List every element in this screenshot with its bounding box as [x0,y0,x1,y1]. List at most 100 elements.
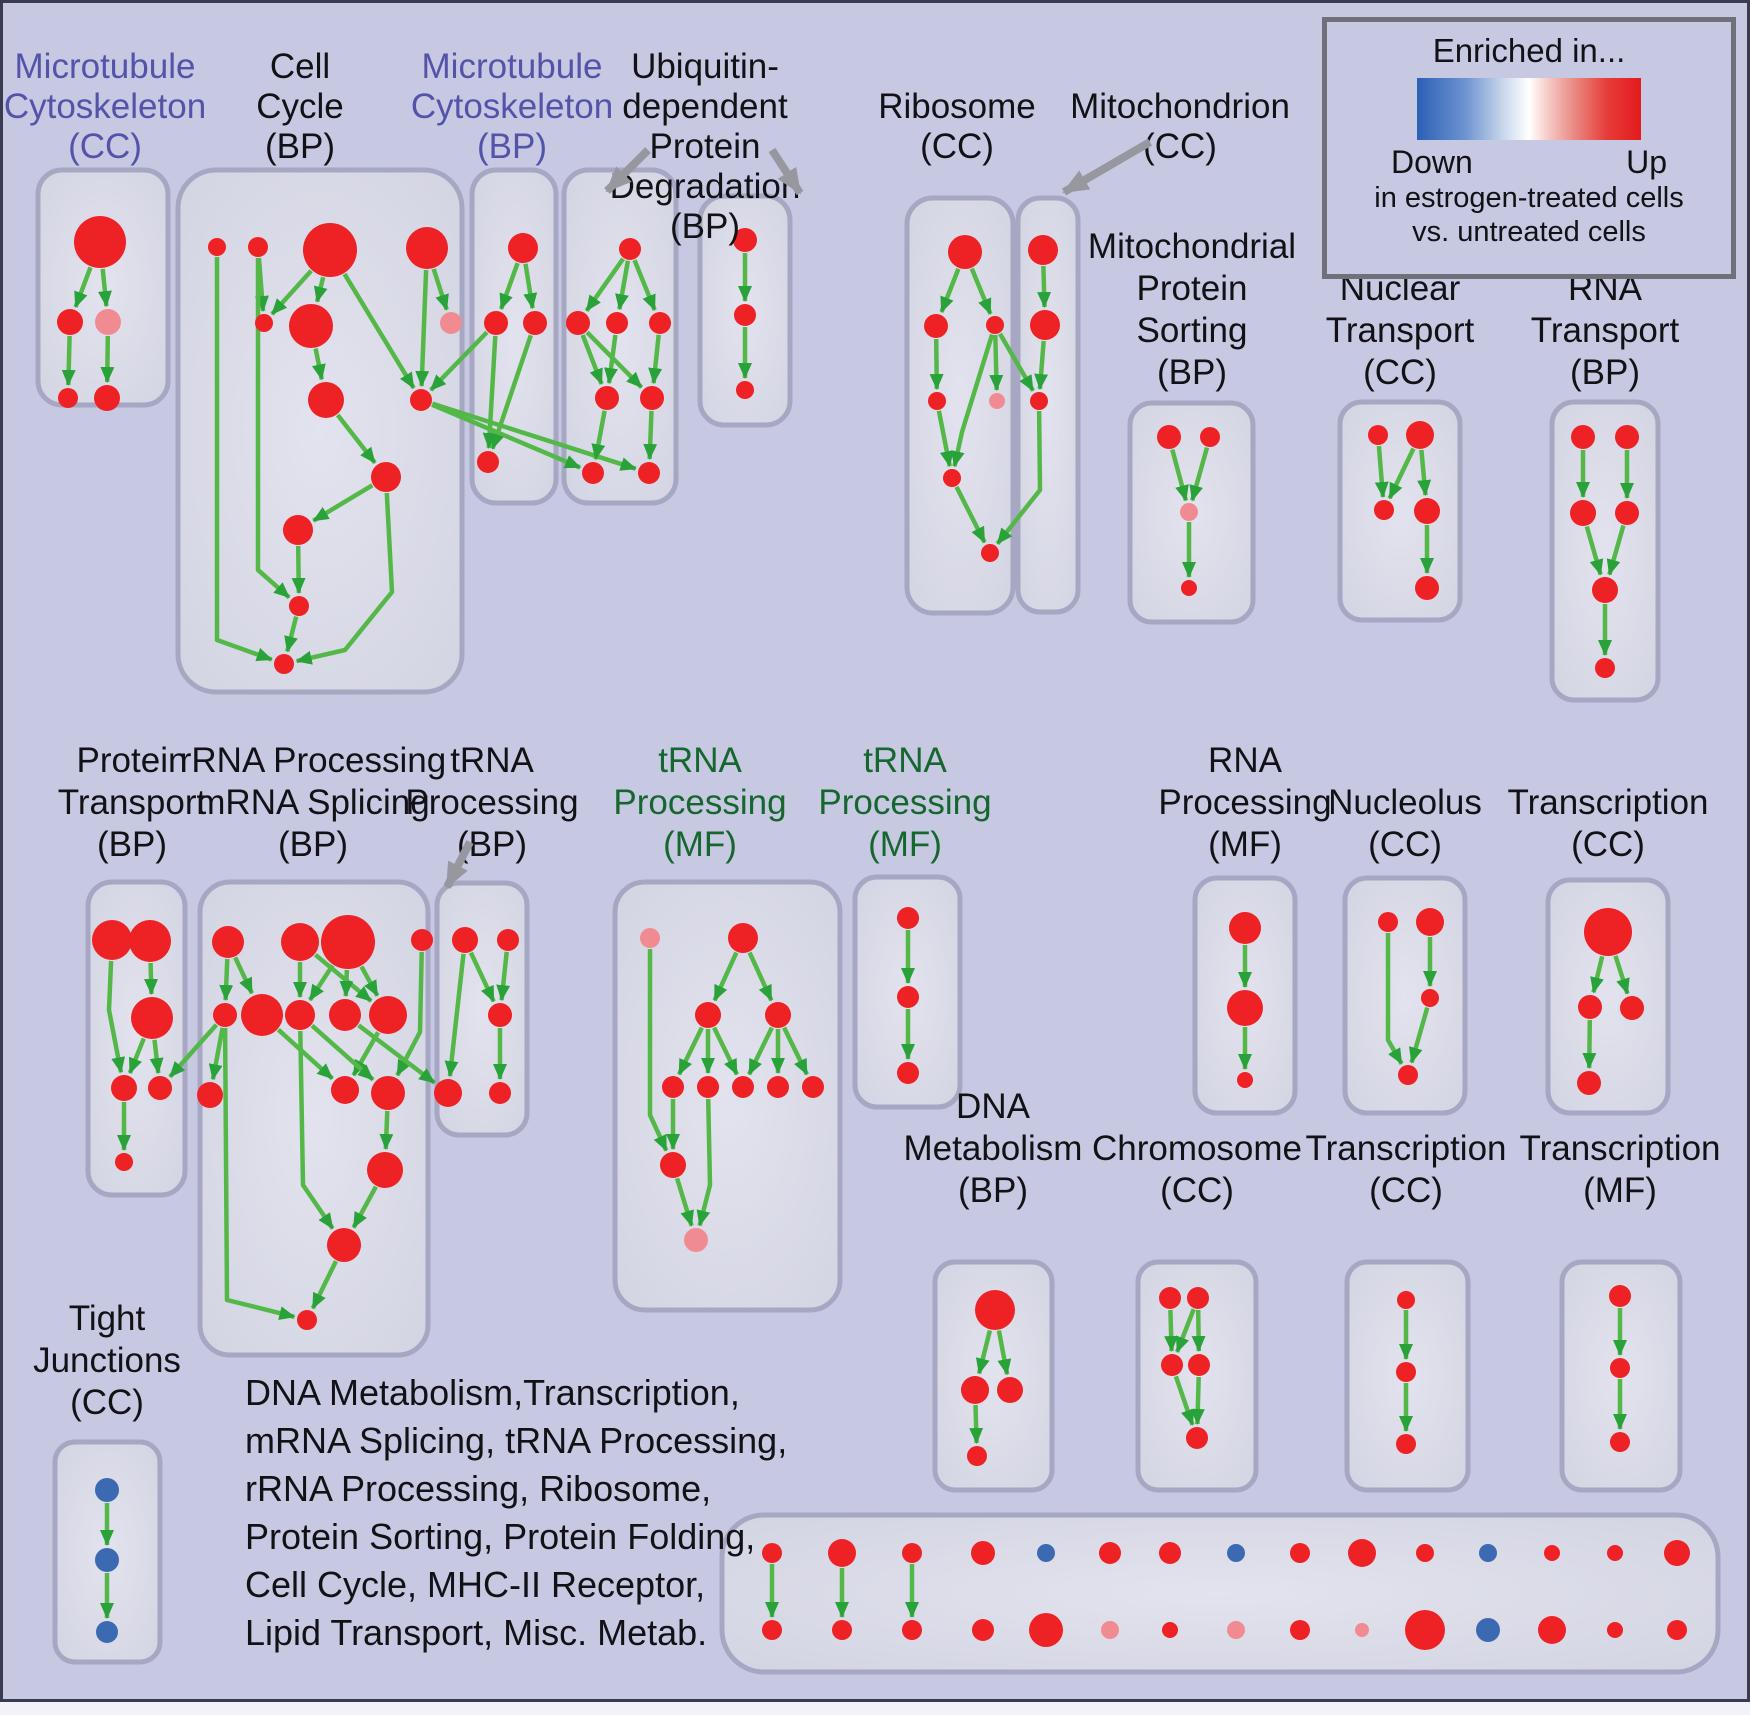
go-term-node [736,381,754,399]
edge-arrow [1417,449,1432,497]
edge-arrow [490,334,533,450]
go-term-node [452,927,478,953]
edge-arrow [379,1110,394,1150]
go-term-node [289,304,333,348]
edge-arrow [632,259,657,311]
go-term-node [248,237,268,257]
edge-arrow [969,1404,984,1444]
cluster-label: Transcription (CC) [1306,1129,1507,1210]
edge-arrow [295,492,395,665]
go-term-node [971,1541,995,1565]
go-term-node [94,385,120,411]
go-term-node [1162,1622,1178,1638]
edge-arrow [950,333,995,468]
go-term-node [640,386,664,410]
go-term-node [1396,1362,1416,1382]
go-term-node [1615,425,1639,449]
go-term-node [802,1076,824,1098]
go-term-node [96,1621,118,1643]
edge-arrow [647,949,669,1152]
edge-arrow [1584,525,1604,576]
edge-arrow [335,413,377,465]
go-term-node [897,907,919,929]
go-term-node [283,515,313,545]
go-term-node [967,1446,987,1466]
cluster-label: Nuclear Transport (CC) [1326,269,1475,392]
edge-arrow [255,258,291,600]
cluster-box [1342,875,1468,1116]
edge-arrow [431,268,449,311]
go-term-node [95,309,121,335]
label-pointer-arrow [1061,138,1153,196]
edge-arrow [643,410,658,460]
cluster-label: Ribosome (CC) [878,87,1036,166]
cluster-label: Cell Cycle (BP) [256,47,344,166]
go-term-node [303,223,357,277]
go-term-node [411,929,433,951]
go-term-node [986,316,1004,334]
go-term-node [197,1082,223,1108]
go-term-node [728,923,758,953]
edge-arrow [1582,1019,1597,1069]
edge-arrow [996,1330,1012,1376]
go-term-node [1607,1622,1623,1638]
go-term-node [1227,990,1263,1026]
edge-arrow [782,1026,809,1076]
go-term-node [321,915,375,969]
go-term-node [989,393,1005,409]
go-term-node [1037,1544,1055,1562]
go-term-node [1180,503,1198,521]
go-term-node [1416,1544,1434,1562]
go-term-node [897,1062,919,1084]
go-term-node [508,233,538,263]
edge-arrow [1606,524,1626,576]
go-term-node [1620,996,1644,1020]
edge-arrow [1175,1308,1196,1353]
go-term-node [92,920,132,960]
go-term-node [1159,1287,1181,1309]
go-term-node [1186,1427,1208,1449]
edge-arrow [342,272,416,390]
go-term-node [695,1002,721,1028]
edge-arrow [311,348,326,381]
go-term-node [902,1620,922,1640]
go-term-node [640,928,660,948]
go-term-node [488,1003,512,1027]
go-term-node [281,923,319,961]
go-term-node [1609,1285,1631,1307]
cluster-label: Ubiquitin-dependent Protein Degradation (BP… [610,47,801,246]
go-term-node [1187,1287,1209,1309]
cluster-label: Chromosome (CC) [1092,1129,1302,1210]
legend-gradient-bar [1417,78,1641,140]
legend-title: Enriched in... [1432,32,1626,69]
edge-arrow [712,951,739,1002]
cluster-label: tRNA Processing (MF) [818,741,991,864]
edge-arrow [310,1260,339,1310]
edge-arrow [127,1037,146,1075]
go-term-node [767,1076,789,1098]
edge-arrow [214,257,273,662]
go-term-node [697,1076,719,1098]
go-term-node [308,382,344,418]
edge-arrow [989,334,1004,391]
go-term-node [1368,425,1388,445]
go-term-node [734,304,756,326]
go-term-node [255,314,273,332]
go-term-node [1157,425,1181,449]
legend-subtitle-2: vs. untreated cells [1412,216,1646,248]
go-term-node [523,311,547,335]
edge-arrow [219,958,234,1001]
go-term-node [1101,1621,1119,1639]
edge-arrow [954,485,987,544]
go-term-node [1237,1072,1253,1088]
go-term-node [595,386,619,410]
go-term-node [131,997,173,1039]
go-term-node [1544,1545,1560,1561]
go-term-node [762,1620,782,1640]
cluster-label: Transcription (MF) [1520,1129,1721,1210]
go-term-node [1577,1071,1601,1095]
cluster-label: Mitochondrial Protein Sorting (BP) [1088,227,1296,392]
go-term-node [1578,995,1602,1019]
